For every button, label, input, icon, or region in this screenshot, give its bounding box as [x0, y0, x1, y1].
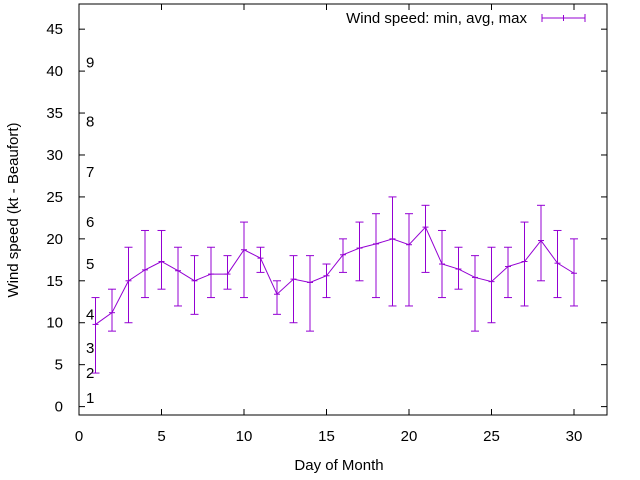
y-tick-label: 0: [55, 399, 63, 416]
x-tick-label: 25: [483, 428, 500, 445]
x-tick-label: 10: [236, 428, 253, 445]
x-tick-label: 5: [157, 428, 165, 445]
y-tick-label: 35: [46, 105, 63, 122]
legend-label: Wind speed: min, avg, max: [346, 10, 527, 27]
beaufort-label: 2: [86, 365, 94, 382]
x-axis-label: Day of Month: [294, 457, 383, 474]
series-line: [95, 226, 575, 325]
y-tick-label: 5: [55, 357, 63, 374]
beaufort-label: 6: [86, 214, 94, 231]
x-tick-label: 30: [566, 428, 583, 445]
beaufort-scale-labels: 1 2 3 4 5 6 7 8 9: [86, 55, 94, 408]
y-tick-label: 30: [46, 147, 63, 164]
x-tick-label: 15: [318, 428, 335, 445]
y-tick-label: 40: [46, 63, 63, 80]
beaufort-label: 4: [86, 306, 94, 323]
legend-swatch: [541, 14, 586, 22]
beaufort-label: 9: [86, 55, 94, 72]
series-line-group: [92, 226, 577, 325]
beaufort-label: 7: [86, 164, 94, 181]
beaufort-label: 8: [86, 113, 94, 130]
y-tick-label: 45: [46, 21, 63, 38]
x-tick-label: 0: [75, 428, 83, 445]
beaufort-label: 1: [86, 390, 94, 407]
y-tick-label: 25: [46, 189, 63, 206]
plot-frame: [78, 3, 608, 416]
y-axis-label: Wind speed (kt - Beaufort): [5, 122, 22, 297]
x-axis-ticks: 0 5 10 15 20 25 30: [75, 4, 583, 445]
beaufort-label: 3: [86, 340, 94, 357]
error-bars: [91, 196, 578, 374]
beaufort-label: 5: [86, 256, 94, 273]
x-tick-label: 20: [401, 428, 418, 445]
legend: Wind speed: min, avg, max: [346, 10, 586, 27]
y-tick-label: 15: [46, 273, 63, 290]
y-tick-label: 10: [46, 315, 63, 332]
y-tick-label: 20: [46, 231, 63, 248]
